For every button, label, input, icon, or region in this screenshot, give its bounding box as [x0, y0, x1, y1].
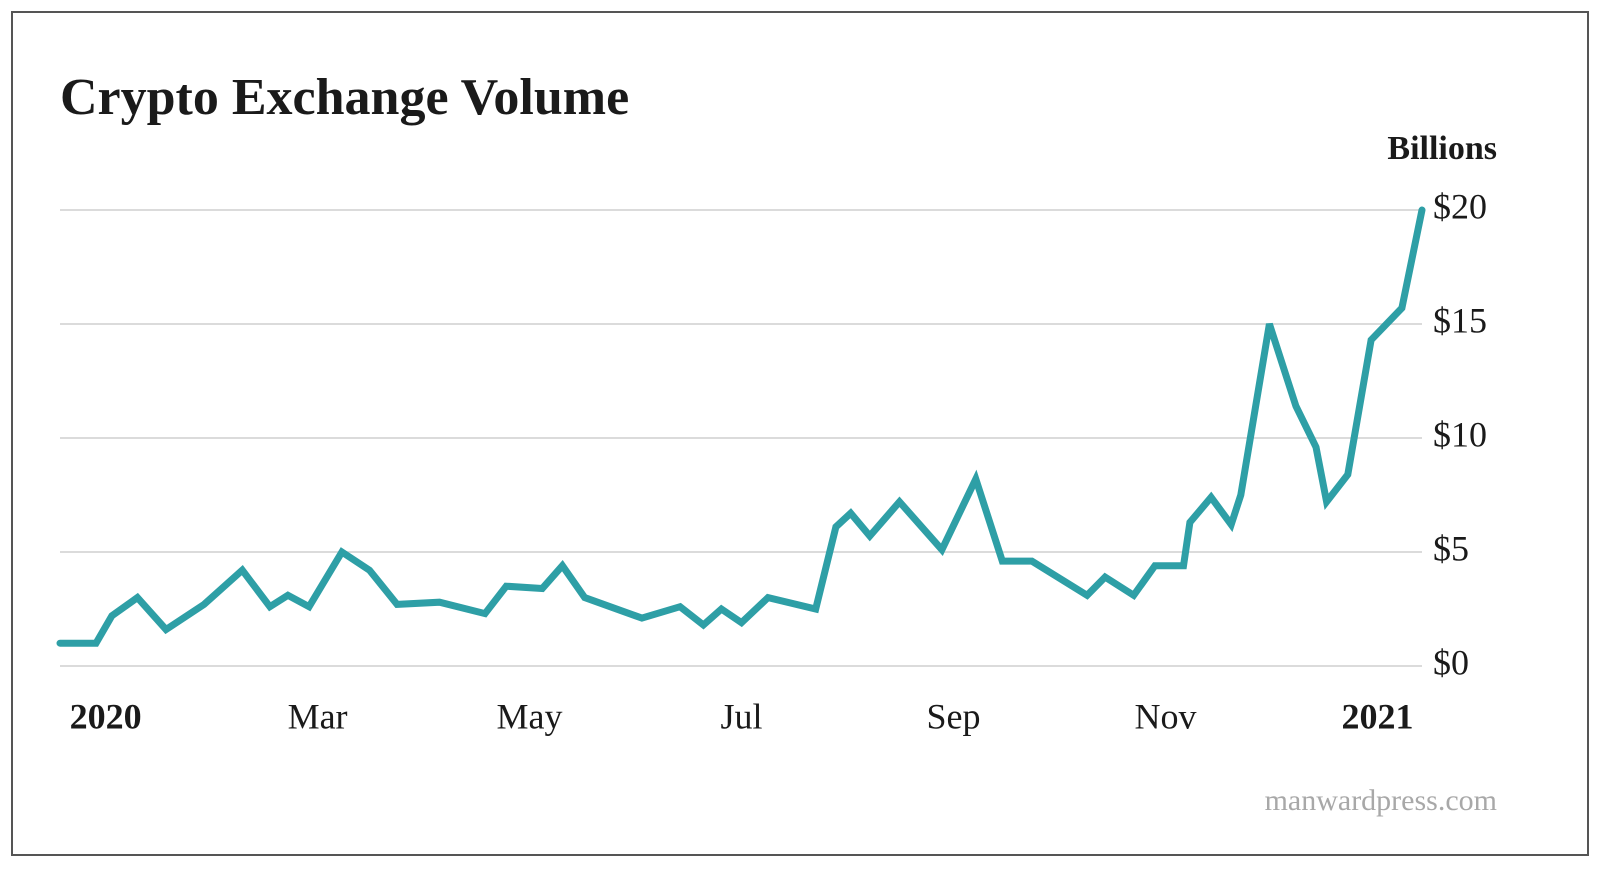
x-tick-label: Jul — [721, 696, 763, 736]
y-tick-label: $5 — [1433, 528, 1469, 568]
x-tick-label: Nov — [1134, 696, 1196, 736]
y-tick-label: $10 — [1433, 414, 1487, 454]
x-tick-label: 2021 — [1341, 696, 1413, 736]
y-tick-label: $15 — [1433, 300, 1487, 340]
chart-title: Crypto Exchange Volume — [60, 69, 629, 126]
y-tick-label: $0 — [1433, 642, 1469, 682]
x-tick-label: Mar — [288, 696, 348, 736]
frame — [11, 11, 1589, 856]
line — [56, 206, 1426, 647]
y-axis-label: Billions — [1387, 130, 1497, 167]
x-tick-label: 2020 — [70, 696, 142, 736]
x-tick-label: May — [497, 696, 563, 736]
source: manwardpress.com — [1265, 784, 1497, 817]
x-tick-label: Sep — [927, 696, 981, 736]
y-tick-label: $20 — [1433, 186, 1487, 226]
